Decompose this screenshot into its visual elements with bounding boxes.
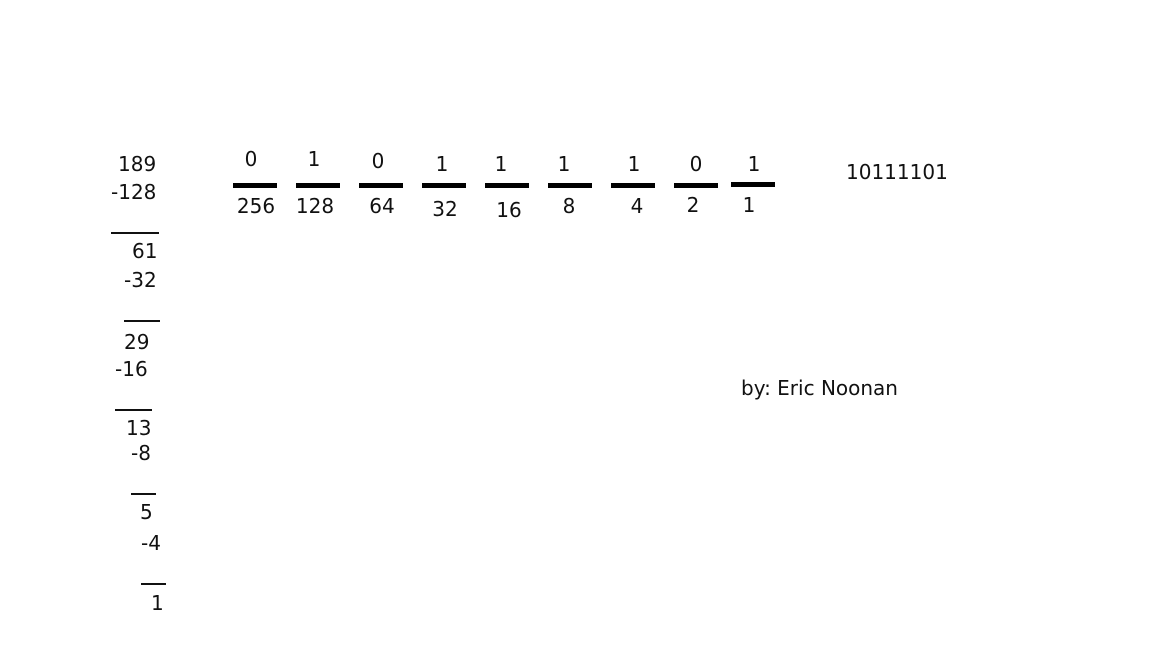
blank-line (548, 183, 592, 188)
subtract-value: -128 (111, 180, 157, 204)
bit-digit: 1 (627, 152, 641, 176)
blank-line (611, 183, 655, 188)
place-value: 128 (295, 194, 335, 218)
place-value: 4 (630, 194, 644, 218)
result-line (131, 493, 156, 495)
blank-line (674, 183, 718, 188)
blank-line (296, 183, 340, 188)
blank-line (422, 183, 466, 188)
bit-digit: 0 (689, 152, 703, 176)
place-value: 64 (369, 194, 395, 218)
result-value: 1 (151, 591, 164, 615)
subtract-value: -32 (124, 268, 157, 292)
blank-line (485, 183, 529, 188)
place-value: 2 (686, 193, 700, 217)
place-value: 32 (432, 197, 458, 221)
result-line (115, 409, 152, 411)
binary-result: 10111101 (846, 160, 948, 184)
author-credit: by: Eric Noonan (741, 376, 898, 400)
blank-line (731, 182, 775, 187)
result-line (141, 583, 166, 585)
place-value: 8 (562, 194, 576, 218)
place-value: 1 (742, 193, 756, 217)
start-number: 189 (118, 152, 157, 176)
result-line (111, 232, 159, 234)
subtract-value: -8 (131, 441, 151, 465)
bit-digit: 1 (557, 152, 571, 176)
blank-line (359, 183, 403, 188)
place-value: 256 (236, 194, 276, 218)
bit-digit: 0 (244, 147, 258, 171)
bit-digit: 1 (435, 152, 449, 176)
bit-digit: 0 (371, 149, 385, 173)
place-value: 16 (496, 198, 522, 222)
result-value: 29 (124, 330, 150, 354)
result-value: 5 (140, 500, 153, 524)
bit-digit: 1 (307, 147, 321, 171)
subtract-value: -16 (115, 357, 148, 381)
result-value: 13 (126, 416, 152, 440)
blank-line (233, 183, 277, 188)
result-line (124, 320, 160, 322)
subtract-value: -4 (141, 531, 161, 555)
bit-digit: 1 (747, 152, 761, 176)
bit-digit: 1 (494, 152, 508, 176)
result-value: 61 (132, 239, 158, 263)
